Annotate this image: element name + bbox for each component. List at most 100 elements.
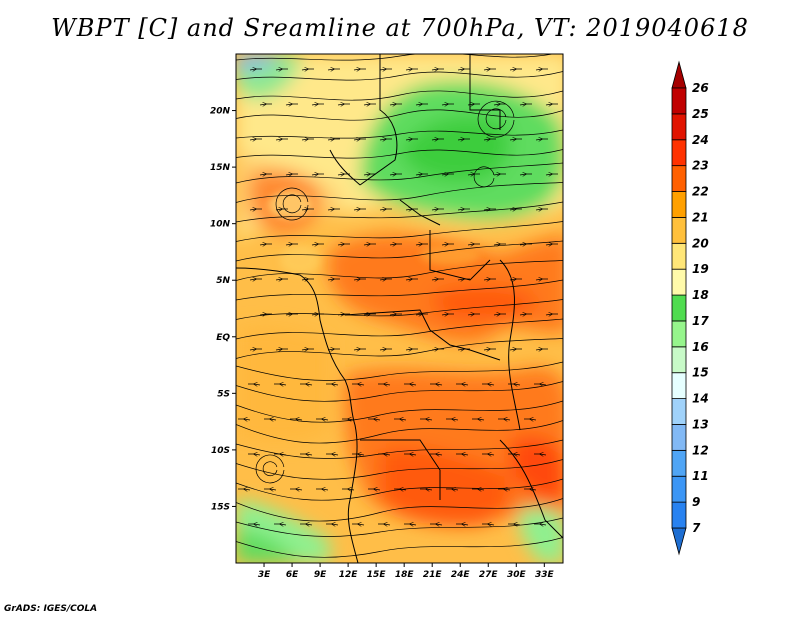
colorbar-swatch bbox=[671, 449, 687, 477]
streamline bbox=[534, 384, 547, 385]
colorbar-swatch bbox=[671, 294, 687, 322]
y-tick-label: 15S bbox=[211, 502, 230, 512]
streamline bbox=[420, 489, 433, 490]
streamline bbox=[457, 69, 470, 70]
streamline bbox=[493, 314, 506, 315]
x-tick-label: 12E bbox=[339, 570, 359, 580]
streamline bbox=[456, 384, 469, 385]
streamline bbox=[394, 419, 407, 420]
streamline bbox=[405, 349, 418, 350]
streamline bbox=[535, 69, 548, 70]
streamline bbox=[457, 139, 470, 140]
streamline bbox=[275, 139, 288, 140]
y-tick-label: 5N bbox=[216, 276, 230, 286]
streamline bbox=[326, 454, 339, 455]
streamline bbox=[524, 419, 537, 420]
streamline bbox=[509, 69, 522, 70]
streamline bbox=[389, 104, 402, 105]
streamline bbox=[249, 69, 262, 70]
streamline bbox=[493, 244, 506, 245]
streamline bbox=[275, 187, 309, 221]
y-tick-label: 15N bbox=[210, 163, 231, 173]
streamline bbox=[236, 420, 563, 444]
streamline bbox=[379, 279, 392, 280]
streamline bbox=[482, 454, 495, 455]
streamline bbox=[327, 209, 340, 210]
streamline bbox=[483, 139, 496, 140]
streamline bbox=[236, 400, 563, 423]
colorbar-level-label: 11 bbox=[692, 469, 709, 483]
streamline bbox=[301, 349, 314, 350]
streamline bbox=[311, 244, 324, 245]
y-tick-label: 20N bbox=[210, 107, 231, 117]
streamline bbox=[404, 454, 417, 455]
streamline bbox=[274, 524, 287, 525]
streamline bbox=[441, 244, 454, 245]
streamline bbox=[248, 384, 261, 385]
streamline bbox=[274, 384, 287, 385]
streamline bbox=[301, 139, 314, 140]
streamline bbox=[379, 139, 392, 140]
streamline bbox=[353, 279, 366, 280]
x-tick-label: 9E bbox=[314, 570, 327, 580]
colorbar-level-label: 24 bbox=[692, 133, 709, 147]
streamline bbox=[483, 279, 496, 280]
wbpt-shading bbox=[236, 54, 563, 563]
streamline bbox=[353, 209, 366, 210]
y-tick-label: 10S bbox=[211, 446, 230, 456]
streamline bbox=[379, 209, 392, 210]
streamline bbox=[363, 104, 376, 105]
streamline bbox=[431, 69, 444, 70]
colorbar-level-label: 7 bbox=[692, 521, 701, 535]
streamline bbox=[301, 209, 314, 210]
colorbar-swatch bbox=[671, 346, 687, 374]
streamline bbox=[405, 279, 418, 280]
streamline bbox=[519, 174, 532, 175]
streamline bbox=[378, 454, 391, 455]
streamline bbox=[236, 71, 563, 81]
streamline bbox=[236, 182, 563, 203]
streamline bbox=[456, 524, 469, 525]
streamline bbox=[236, 221, 563, 242]
colorbar-level-label: 19 bbox=[692, 262, 709, 276]
streamline bbox=[327, 349, 340, 350]
streamline bbox=[482, 384, 495, 385]
colorbar-swatch bbox=[671, 217, 687, 244]
streamline bbox=[420, 419, 433, 420]
streamline bbox=[430, 524, 443, 525]
streamline bbox=[259, 104, 272, 105]
streamline bbox=[249, 349, 262, 350]
streamline bbox=[415, 104, 428, 105]
streamline bbox=[394, 489, 407, 490]
streamline bbox=[337, 314, 350, 315]
streamline bbox=[498, 419, 511, 420]
streamline bbox=[327, 279, 340, 280]
streamline bbox=[389, 244, 402, 245]
streamline bbox=[508, 454, 521, 455]
colorbar-level-label: 14 bbox=[692, 392, 709, 406]
x-axis: 3E 6E 9E 12E 15E 18E 21E 24E 27E 30E 33E bbox=[258, 563, 554, 580]
streamline bbox=[352, 524, 365, 525]
y-axis: 20N 15N 10N 5N EQ 5S 10S 15S bbox=[210, 107, 236, 512]
streamline bbox=[316, 489, 329, 490]
streamline bbox=[389, 174, 402, 175]
y-tick-label: 10N bbox=[210, 220, 231, 230]
streamline bbox=[236, 459, 563, 480]
coastlines bbox=[236, 54, 563, 563]
streamline bbox=[285, 104, 298, 105]
streamline bbox=[430, 454, 443, 455]
x-tick-label: 27E bbox=[479, 570, 499, 580]
streamline bbox=[275, 69, 288, 70]
streamline bbox=[483, 69, 496, 70]
streamline bbox=[236, 54, 555, 61]
streamline bbox=[311, 174, 324, 175]
streamline bbox=[405, 69, 418, 70]
streamline bbox=[363, 244, 376, 245]
streamline bbox=[545, 244, 558, 245]
streamline bbox=[482, 524, 495, 525]
colorbar-level-label: 26 bbox=[692, 81, 709, 95]
x-tick-label: 30E bbox=[507, 570, 527, 580]
streamline bbox=[378, 384, 391, 385]
streamline bbox=[337, 244, 350, 245]
streamline bbox=[379, 349, 392, 350]
